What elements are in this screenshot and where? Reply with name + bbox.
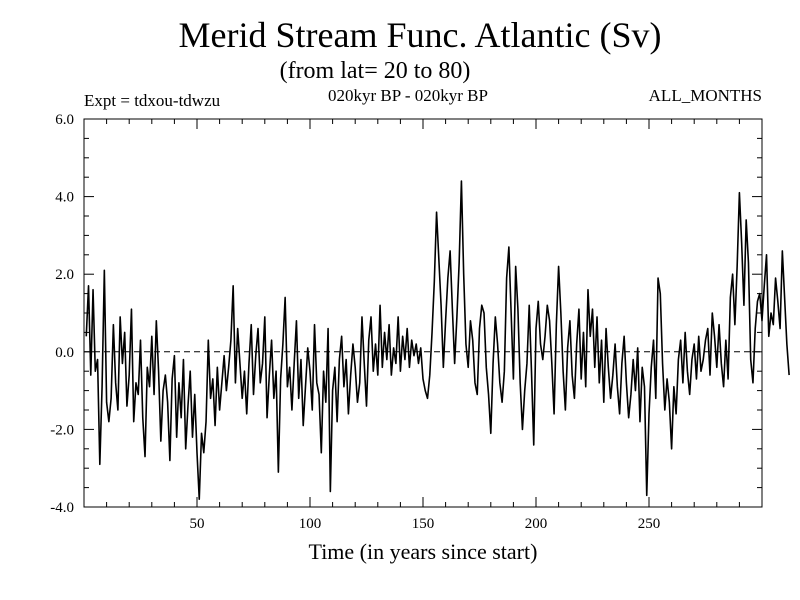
x-tick-label: 200 — [525, 516, 548, 532]
series-line — [85, 180, 790, 501]
chart-subtitle: (from lat= 20 to 80) — [279, 58, 471, 84]
axis-tick-labels: 50 100 150 200 250 -4.0 -2.0 0.0 2.0 4.0 6.0 — [50, 112, 660, 532]
chart-title: Merid Stream Func. Atlantic (Sv) — [178, 15, 662, 55]
experiment-label: Expt = tdxou-tdwzu — [84, 91, 221, 110]
period-label: 020kyr BP - 020kyr BP — [328, 86, 488, 105]
y-tick-label: -2.0 — [50, 422, 74, 438]
y-tick-label: 2.0 — [55, 267, 74, 283]
x-tick-label: 150 — [412, 516, 435, 532]
y-tick-label: -4.0 — [50, 500, 74, 516]
x-axis-label: Time (in years since start) — [308, 539, 538, 564]
y-tick-label: 6.0 — [55, 112, 74, 128]
y-tick-label: 4.0 — [55, 190, 74, 206]
x-tick-label: 250 — [638, 516, 661, 532]
x-tick-label: 100 — [299, 516, 322, 532]
months-label: ALL_MONTHS — [648, 86, 762, 105]
x-tick-label: 50 — [190, 516, 205, 532]
y-tick-label: 0.0 — [55, 345, 74, 361]
axis-ticks — [84, 118, 762, 508]
